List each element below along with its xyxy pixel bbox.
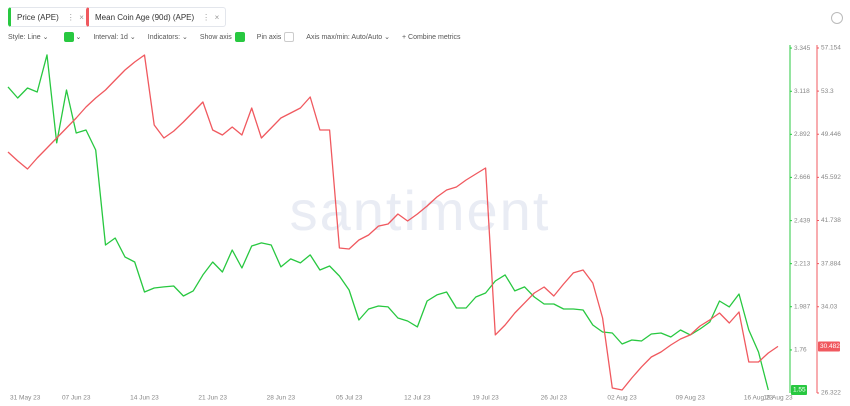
x-tick-label: 21 Jun 23 [198,395,227,402]
x-tick-label: 05 Jul 23 [336,395,363,402]
indicators-select[interactable]: Indicators: ⌄ [147,34,188,41]
x-tick-label: 09 Aug 23 [676,395,706,402]
toolbar: Style: Line ⌄ ⌄ Interval: 1d ⌄ Indicator… [8,31,461,43]
swatch [63,32,74,42]
metric-tab[interactable]: Mean Coin Age (90d) (APE) ⋮ × [86,7,227,27]
watermark: santiment [290,179,551,242]
x-tick-label: 31 May 23 [10,395,41,402]
label: Interval: 1d [93,34,128,41]
y-tick-label: 1.987 [794,303,811,310]
tab-icons[interactable]: ⋮ × [202,13,220,22]
y-tick-label: 2.213 [794,260,811,267]
x-tick-label: 16 Aug 23 [744,395,774,402]
y-tick-label: 3.118 [794,88,810,95]
y-tick-label: 45.592 [821,174,841,181]
x-tick-label: 18 Aug 23 [763,395,793,402]
x-tick-label: 26 Jul 23 [541,395,568,402]
checkbox [284,32,295,42]
pin-axis[interactable]: Pin axis [257,32,295,42]
checkbox [234,32,245,42]
label: Axis max/min: Auto/Auto [306,34,383,41]
x-tick-label: 02 Aug 23 [607,395,637,402]
interval-select[interactable]: Interval: 1d ⌄ [93,34,136,41]
y-tick-label: 34.03 [821,303,838,310]
series-line [7,54,769,391]
color-select[interactable]: ⌄ [61,32,81,42]
x-tick-label: 28 Jun 23 [267,395,296,402]
axis-minmax[interactable]: Axis max/min: Auto/Auto ⌄ [306,34,390,41]
tab-label: Mean Coin Age (90d) (APE) [95,13,195,22]
y-tick-label: 53.3 [821,88,834,95]
x-tick-label: 12 Jul 23 [404,395,431,402]
y-tick-label: 2.439 [794,217,811,224]
badge-bg [791,384,807,395]
last-value: 1.55 [793,387,806,394]
y-tick-label: 37.884 [821,260,841,267]
combine-metrics[interactable]: + Combine metrics [401,33,461,41]
last-value-badge: 30.482 [818,341,840,352]
x-tick-label: 07 Jun 23 [62,395,91,402]
label: Pin axis [256,33,282,41]
label: Style: Line [8,34,41,41]
y-tick-label: 1.76 [794,347,807,354]
label: Indicators: [147,34,181,41]
badge-bg [818,341,840,352]
y-tick-label: 2.892 [794,131,811,138]
tab-label: Price (APE) [17,13,59,22]
y-tick-label: 2.666 [794,174,811,181]
y-tick-label: 41.738 [821,217,841,224]
last-value-badge: 1.55 [791,384,807,395]
x-tick-label: 19 Jul 23 [472,395,499,402]
y-tick-label: 49.446 [821,131,841,138]
settings-icon[interactable] [831,12,843,24]
last-value: 30.482 [820,343,840,350]
label: Combine metrics [408,33,461,41]
label: Show axis [199,33,232,41]
show-axis[interactable]: Show axis [200,32,245,42]
y-tick-label: 3.345 [794,45,811,52]
metric-tab[interactable]: Price (APE) ⋮ × [8,7,91,27]
x-tick-label: 14 Jun 23 [130,395,159,402]
y-tick-label: 26.322 [821,390,841,397]
y-tick-label: 57.154 [821,45,841,52]
tab-icons[interactable]: ⋮ × [66,13,84,22]
series-line [7,54,779,391]
style-select[interactable]: Style: Line ⌄ [8,34,49,41]
